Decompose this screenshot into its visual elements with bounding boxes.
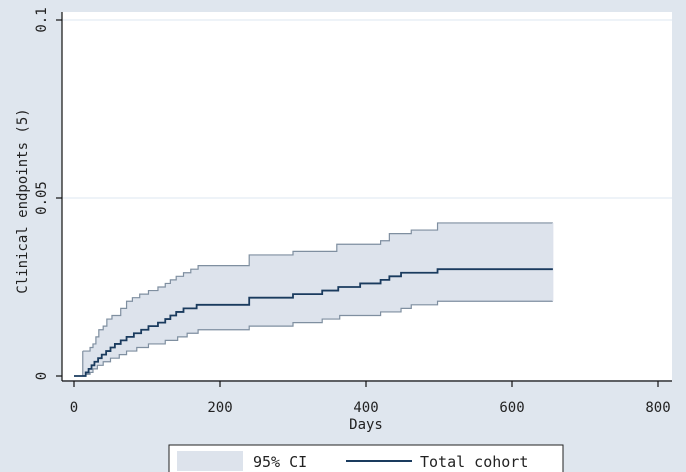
legend-swatch-ci	[177, 451, 243, 471]
x-tick-label: 600	[499, 400, 524, 416]
y-axis-title: Clinical endpoints (5)	[15, 108, 31, 293]
axes	[56, 12, 672, 387]
ci-band-layer	[82, 222, 554, 377]
x-tick-label: 400	[353, 400, 378, 416]
y-tick-label: 0.05	[34, 181, 50, 215]
y-tick-label: 0	[34, 372, 50, 380]
ci-upper-bound	[82, 222, 553, 352]
x-axis-title: Days	[349, 417, 383, 433]
series-line-layer	[74, 268, 553, 377]
legend: 95% CI Total cohort	[168, 444, 564, 472]
y-tick-label: 0.1	[34, 7, 50, 32]
ci-band-area	[82, 222, 553, 376]
x-tick-label: 200	[207, 400, 232, 416]
tick-labels: 0 200 400 600 800 0 0.05 0.1	[34, 7, 671, 416]
gridlines	[62, 19, 672, 199]
x-tick-label: 0	[70, 400, 78, 416]
ci-lower-bound	[82, 300, 553, 377]
x-tick-label: 800	[645, 400, 670, 416]
legend-label-total-cohort: Total cohort	[420, 453, 528, 471]
legend-label-ci: 95% CI	[253, 453, 307, 471]
series-line-total-cohort	[74, 268, 553, 377]
